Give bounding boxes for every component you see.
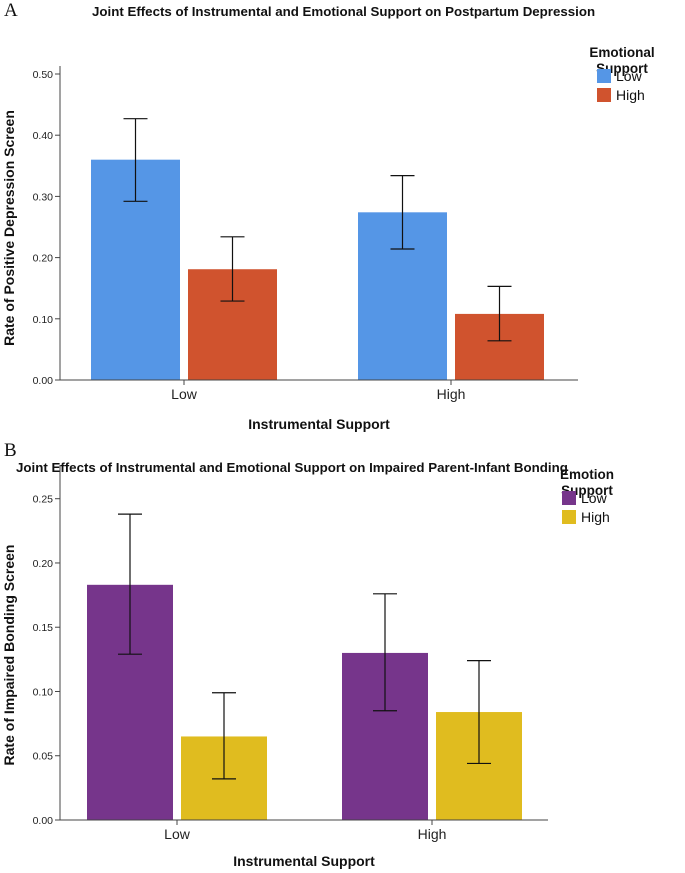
y-tick-label: 0.30 bbox=[33, 191, 54, 203]
x-tick-label: Low bbox=[171, 386, 198, 402]
y-tick-label: 0.20 bbox=[33, 558, 54, 570]
x-tick-label: High bbox=[437, 386, 466, 402]
chart-a: 0.00 0.10 0.20 0.30 0.40 0.50 Low High Instrumen… bbox=[1, 45, 655, 432]
chart-b: 0.00 0.05 0.10 0.15 0.20 0.25 Low High Instrumen… bbox=[1, 465, 614, 869]
legend-swatch-low bbox=[597, 69, 611, 83]
chart-title-b: Joint Effects of Instrumental and Emotio… bbox=[16, 460, 568, 475]
y-tick-label: 0.00 bbox=[33, 375, 54, 387]
y-tick-label: 0.20 bbox=[33, 253, 54, 265]
panel-label-b: B bbox=[4, 440, 17, 461]
y-tick-label: 0.50 bbox=[33, 69, 54, 81]
legend-label-high: High bbox=[616, 87, 645, 103]
y-tick-label: 0.40 bbox=[33, 130, 54, 142]
chart-title-a: Joint Effects of Instrumental and Emotio… bbox=[92, 4, 596, 19]
x-axis-title: Instrumental Support bbox=[233, 853, 375, 869]
legend-label-low: Low bbox=[616, 68, 643, 84]
y-tick-label: 0.05 bbox=[33, 751, 54, 763]
legend-swatch-low bbox=[562, 491, 576, 505]
y-tick-label: 0.10 bbox=[33, 686, 54, 698]
x-axis-title: Instrumental Support bbox=[248, 416, 390, 432]
legend-label-high: High bbox=[581, 509, 610, 525]
chart-panel-b: B Joint Effects of Instrumental and Emot… bbox=[0, 440, 685, 873]
x-tick-label: High bbox=[418, 826, 447, 842]
y-tick-label: 0.25 bbox=[33, 494, 54, 506]
legend-title: Emotion bbox=[560, 467, 614, 482]
x-tick-label: Low bbox=[164, 826, 191, 842]
y-tick-label: 0.00 bbox=[33, 815, 54, 827]
chart-panel-a: A Joint Effects of Instrumental and Emot… bbox=[1, 0, 655, 432]
y-tick-label: 0.15 bbox=[33, 622, 54, 634]
legend-swatch-high bbox=[597, 88, 611, 102]
y-axis-title: Rate of Impaired Bonding Screen bbox=[1, 545, 17, 766]
legend-label-low: Low bbox=[581, 490, 608, 506]
y-tick-label: 0.10 bbox=[33, 314, 54, 326]
legend-swatch-high bbox=[562, 510, 576, 524]
panel-label-a: A bbox=[4, 0, 18, 21]
y-axis-title: Rate of Positive Depression Screen bbox=[1, 110, 17, 346]
legend-title: Emotional bbox=[589, 45, 654, 60]
